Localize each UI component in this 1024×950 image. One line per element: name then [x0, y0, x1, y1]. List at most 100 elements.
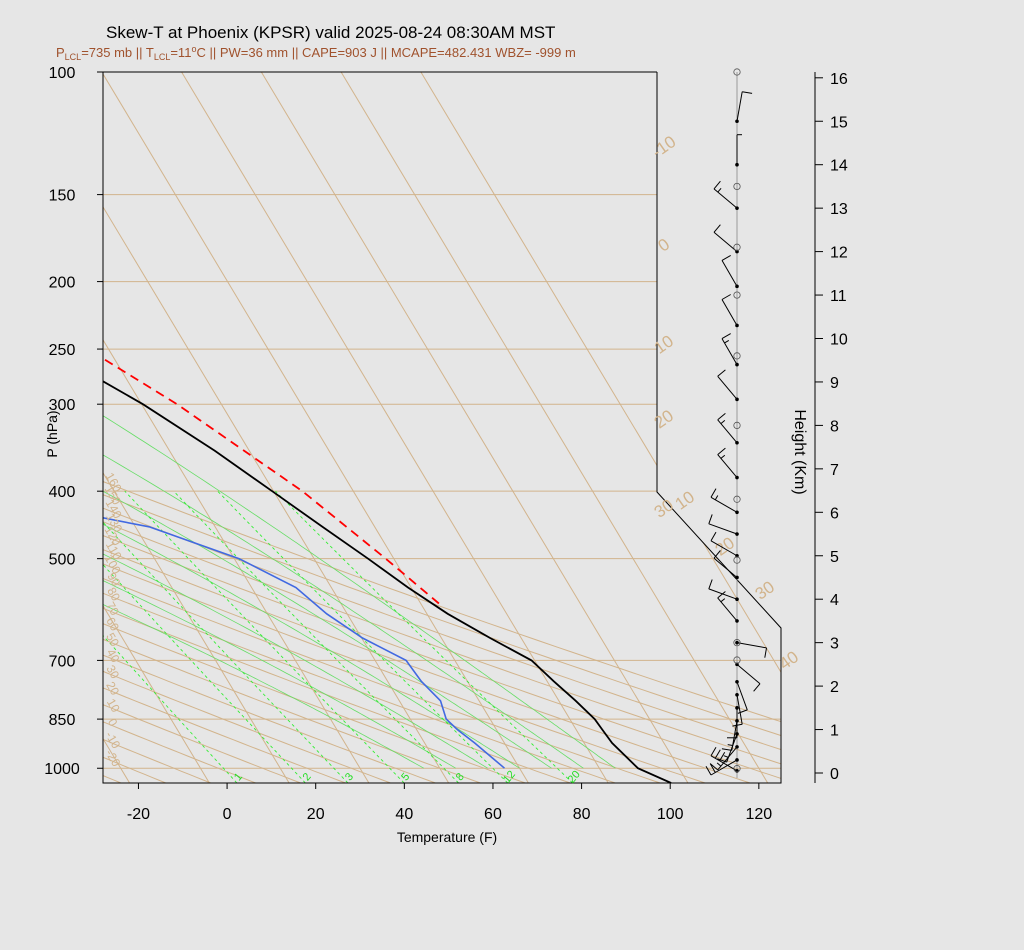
wind-barb-shaft [713, 231, 738, 252]
wind-calm-circle [733, 495, 741, 503]
wind-barb-flag [713, 224, 721, 233]
wind-barb-shaft [721, 338, 738, 365]
x-tick-label: 20 [307, 806, 325, 823]
y-tick-label: 500 [49, 552, 76, 569]
isotherm-line [420, 72, 781, 783]
mixing-ratio-line [103, 490, 238, 783]
wind-barb-flag [717, 447, 726, 455]
dry-adiabat [103, 72, 436, 783]
wind-barb [705, 758, 739, 776]
wind-dot [735, 284, 739, 289]
dry-adiabat-label: 60 [103, 615, 122, 634]
x-tick-label: -20 [127, 806, 150, 823]
subtitle-p: P [56, 45, 65, 60]
wind-barb-half [720, 420, 726, 424]
wind-barb [709, 745, 739, 771]
mixing-ratio-line [275, 490, 573, 783]
height-tick-label: 3 [830, 636, 839, 653]
wind-barb [717, 591, 739, 623]
wind-barb-shaft [736, 642, 767, 649]
wind-dot [735, 440, 739, 445]
wind-dot [735, 575, 739, 580]
x-tick-label: 100 [657, 806, 684, 823]
wind-barb-shaft [710, 540, 738, 557]
y-tick-label: 100 [49, 65, 76, 82]
x-axis-label: Temperature (F) [397, 829, 497, 845]
height-tick-label: 1 [830, 723, 839, 740]
wind-dot [735, 475, 739, 480]
y-tick-label: 400 [49, 484, 76, 501]
wind-barb-shaft [713, 557, 738, 578]
wind-calm-circle [733, 243, 741, 251]
dry-adiabat-label: 50 [103, 630, 122, 649]
wind-barb-flag [710, 746, 717, 757]
wind-barb-shaft [736, 663, 761, 685]
wind-barb-half [714, 495, 719, 501]
wind-barb [708, 514, 739, 536]
subtitle-tail: C || PW=36 mm || CAPE=903 J || MCAPE=482… [196, 45, 575, 60]
wind-dot [735, 706, 739, 710]
chart-subtitle: PLCL=735 mb || TLCL=11oC || PW=36 mm || … [56, 44, 576, 62]
wind-barb-shaft [708, 523, 738, 535]
wind-calm-circle [733, 421, 741, 429]
wind-profile [705, 68, 767, 778]
moist-adiabat [103, 281, 584, 769]
height-axis-label: Height (Km) [791, 409, 808, 494]
wind-dot [735, 679, 739, 684]
wind-barb-shaft [717, 375, 738, 400]
subtitle-p-sub: LCL [65, 52, 82, 62]
height-tick-label: 4 [830, 592, 839, 609]
wind-barb-flag [717, 758, 727, 763]
wind-calm-circle [733, 352, 741, 360]
height-tick-label: 16 [830, 71, 848, 88]
wind-barb-flag [753, 683, 761, 692]
height-tick-label: 10 [830, 332, 848, 349]
wind-barb [710, 488, 739, 515]
dry-adiabat [103, 72, 256, 783]
mixing-ratio-line [173, 490, 459, 783]
height-tick-label: 9 [830, 375, 839, 392]
wind-dot [735, 510, 739, 515]
y-tick-label: 700 [49, 653, 76, 670]
dry-adiabat-label: 70 [103, 599, 122, 618]
wind-barb-flag [721, 748, 732, 751]
wind-barb-flag [713, 180, 721, 190]
dry-adiabat [103, 72, 346, 783]
moist-adiabat [103, 281, 456, 769]
y-tick-label: 1000 [44, 761, 80, 778]
wind-barb-flag [721, 294, 731, 300]
dry-adiabat [103, 72, 481, 783]
wind-calm-circle [733, 656, 741, 664]
x-tick-label: 60 [484, 806, 502, 823]
wind-barb-flag [742, 91, 753, 94]
wind-barb-flag [717, 369, 726, 377]
wind-barb-flag [708, 514, 713, 524]
dry-adiabat [103, 72, 526, 783]
wind-barb-shaft [708, 588, 738, 600]
wind-barb [732, 692, 743, 727]
dry-adiabat-label: 20 [103, 679, 122, 698]
dry-adiabat [103, 72, 661, 783]
wind-barb-flag [737, 709, 748, 714]
height-tick-label: 8 [830, 418, 839, 435]
wind-barb-flag [709, 763, 716, 773]
wind-barb-flag [710, 488, 717, 498]
wind-barb [721, 254, 739, 289]
y-tick-label: 150 [49, 188, 76, 205]
wind-barb-half [723, 755, 729, 758]
y-tick-label: 850 [49, 712, 76, 729]
wind-barb-flag [764, 647, 767, 658]
wind-barb-half [717, 187, 722, 193]
isotherm-line [103, 72, 450, 783]
dry-adiabat [103, 72, 616, 783]
wind-calm-circle [733, 556, 741, 564]
wind-barb [717, 369, 739, 402]
height-tick-label: 0 [830, 766, 839, 783]
isotherm-line [340, 72, 769, 783]
wind-barb-shaft [710, 759, 738, 776]
y-axis-label: P (hPa) [44, 410, 60, 457]
wind-barb-flag [717, 591, 726, 599]
dry-adiabat-label: 90 [104, 570, 123, 589]
